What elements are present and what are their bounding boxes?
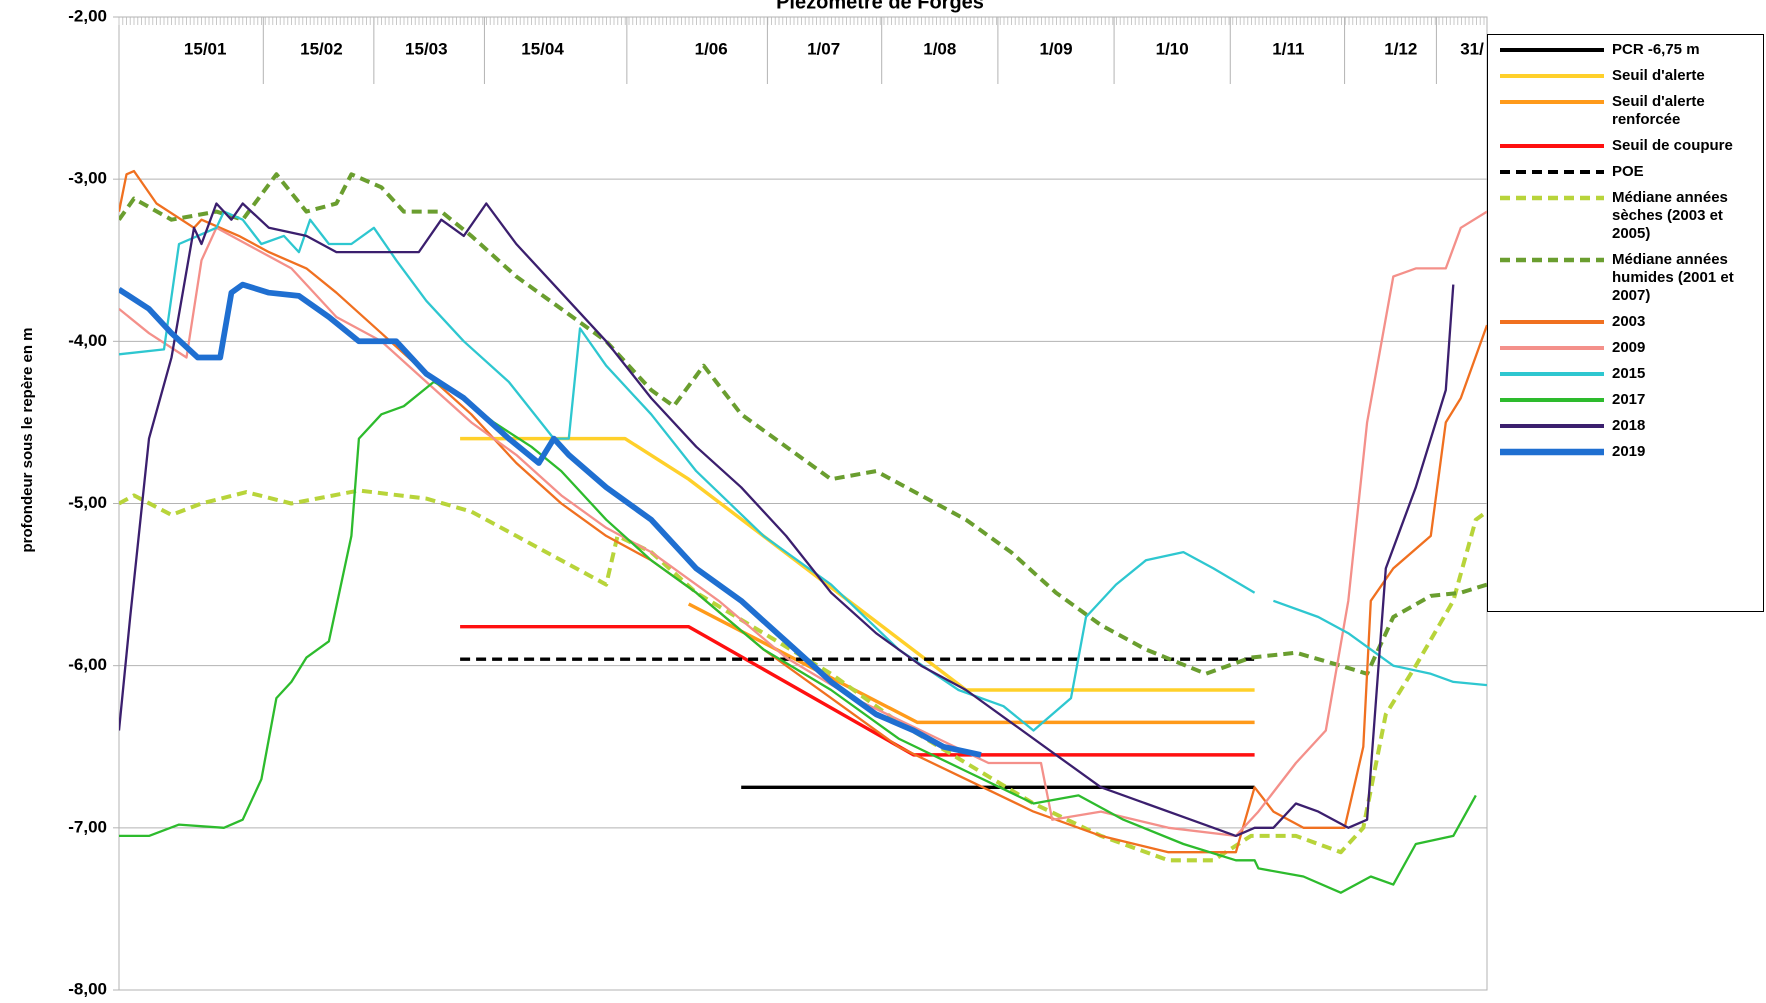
x-tick-label: 15/04 xyxy=(521,39,564,58)
legend-label: PCR -6,75 m xyxy=(1612,41,1700,58)
x-tick-label: 1/10 xyxy=(1156,39,1189,58)
legend-item: 2018 xyxy=(1492,417,1759,435)
x-tick-label: 15/03 xyxy=(405,39,448,58)
series-line xyxy=(119,202,1455,838)
legend-swatch xyxy=(1500,448,1604,456)
legend-item: Médiane années humides (2001 et 2007) xyxy=(1492,251,1759,305)
x-tick-label: 15/01 xyxy=(184,39,227,58)
y-tick-label: -6,00 xyxy=(68,655,107,674)
series-line xyxy=(119,172,1487,676)
series-line xyxy=(119,380,1477,894)
x-tick-label: 1/12 xyxy=(1384,39,1417,58)
y-tick-label: -8,00 xyxy=(68,979,107,998)
legend-label: 2019 xyxy=(1612,443,1646,460)
legend-item: PCR -6,75 m xyxy=(1492,41,1759,59)
legend-label: 2015 xyxy=(1612,365,1646,382)
x-tick-label: 31/ xyxy=(1460,39,1484,58)
legend-label: Seuil d'alerte xyxy=(1612,67,1705,84)
series-line xyxy=(460,624,1255,757)
legend-swatch xyxy=(1500,372,1604,376)
legend-label: 2009 xyxy=(1612,339,1646,356)
legend-item: 2019 xyxy=(1492,443,1759,461)
y-tick-label: -4,00 xyxy=(68,331,107,350)
y-axis-label: profondeur sous le repère en m xyxy=(19,327,36,552)
y-tick-label: -3,00 xyxy=(68,169,107,188)
x-tick-label: 1/11 xyxy=(1272,39,1304,58)
y-tick-label: -7,00 xyxy=(68,817,107,836)
legend-item: 2015 xyxy=(1492,365,1759,383)
legend-swatch xyxy=(1500,320,1604,324)
x-tick-label: 1/07 xyxy=(807,39,840,58)
legend-item: 2009 xyxy=(1492,339,1759,357)
legend-label: Seuil d'alerte renforcée xyxy=(1612,93,1705,128)
legend-swatch xyxy=(1500,424,1604,428)
legend-item: Seuil de coupure xyxy=(1492,137,1759,155)
chart-title: Piezomètre de Forges xyxy=(776,0,984,13)
legend-label: Seuil de coupure xyxy=(1612,137,1733,154)
x-tick-label: 15/02 xyxy=(300,39,343,58)
legend-swatch xyxy=(1500,195,1604,201)
x-tick-label: 1/06 xyxy=(695,39,728,58)
series-line xyxy=(460,436,1255,692)
legend-label: Médiane années humides (2001 et 2007) xyxy=(1612,251,1734,304)
legend-swatch xyxy=(1500,100,1604,104)
legend-label: POE xyxy=(1612,163,1644,180)
legend-item: Seuil d'alerte xyxy=(1492,67,1759,85)
legend-swatch xyxy=(1500,170,1604,174)
legend-swatch xyxy=(1500,257,1604,263)
legend-swatch xyxy=(1500,48,1604,52)
series-line xyxy=(687,602,1255,725)
series-line xyxy=(119,281,982,758)
legend-item: Seuil d'alerte renforcée xyxy=(1492,93,1759,129)
legend-item: POE xyxy=(1492,163,1759,181)
legend: PCR -6,75 m Seuil d'alerte Seuil d'alerte … xyxy=(1487,34,1764,612)
x-tick-label: 1/08 xyxy=(923,39,956,58)
y-tick-label: -5,00 xyxy=(68,493,107,512)
legend-label: 2018 xyxy=(1612,417,1646,434)
legend-swatch xyxy=(1500,144,1604,148)
legend-swatch xyxy=(1500,74,1604,78)
legend-swatch xyxy=(1500,346,1604,350)
legend-label: 2017 xyxy=(1612,391,1646,408)
legend-label: 2003 xyxy=(1612,313,1646,330)
legend-swatch xyxy=(1500,398,1604,402)
y-tick-label: -2,00 xyxy=(68,6,107,25)
legend-item: 2017 xyxy=(1492,391,1759,409)
legend-item: Médiane années sèches (2003 et 2005) xyxy=(1492,189,1759,243)
legend-item: 2003 xyxy=(1492,313,1759,331)
x-tick-label: 1/09 xyxy=(1039,39,1072,58)
legend-label: Médiane années sèches (2003 et 2005) xyxy=(1612,189,1728,242)
